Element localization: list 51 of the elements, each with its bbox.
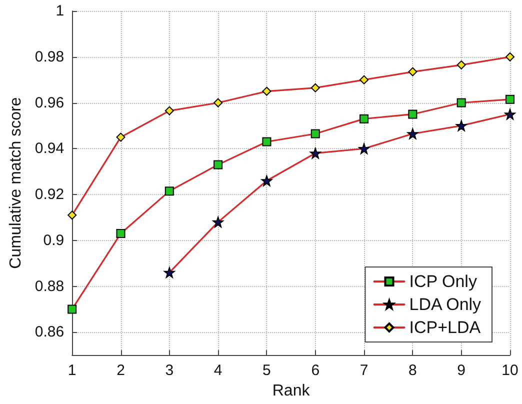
x-tick-label: 1	[68, 362, 76, 380]
point	[407, 128, 418, 140]
x-tick-label: 9	[457, 362, 466, 380]
point	[214, 98, 223, 108]
point	[360, 75, 369, 84]
x-tick-label: 8	[408, 362, 417, 380]
x-tick-label: 6	[311, 362, 320, 380]
point	[261, 175, 272, 186]
y-tick-label: 0.92	[34, 186, 64, 204]
point	[68, 210, 77, 220]
point	[456, 98, 466, 108]
point	[164, 267, 175, 278]
x-tick-label: 2	[116, 362, 125, 380]
point	[360, 114, 369, 124]
point	[506, 52, 514, 62]
x-tick-label: 3	[165, 362, 174, 380]
point	[358, 143, 370, 154]
y-tick-label: 0.86	[34, 324, 64, 341]
point	[212, 216, 224, 228]
point	[310, 83, 320, 92]
x-axis-title: Rank	[272, 382, 311, 400]
y-tick-label: 0.9	[43, 232, 64, 249]
x-tick-label: 7	[360, 362, 368, 380]
y-tick-label: 0.88	[34, 278, 64, 295]
point	[262, 137, 272, 146]
legend-label: ICP+LDA	[409, 318, 482, 337]
point	[164, 106, 174, 116]
x-tick-label: 10	[502, 362, 518, 380]
point	[164, 186, 174, 196]
y-tick-label: 0.96	[34, 94, 64, 112]
y-tick-label: 1	[56, 2, 64, 20]
x-tick-label: 5	[262, 362, 271, 380]
y-tick-label: 0.98	[34, 48, 64, 66]
point	[456, 120, 467, 132]
point	[116, 229, 126, 238]
point	[116, 132, 126, 142]
legend-label: LDA Only	[409, 295, 482, 314]
point	[408, 110, 418, 119]
point	[214, 160, 223, 170]
point	[262, 86, 272, 96]
point	[68, 304, 77, 314]
point	[310, 148, 321, 159]
x-tick-label: 4	[214, 362, 222, 380]
y-axis-title: Cumulative match score	[8, 97, 24, 269]
point	[310, 129, 320, 138]
point	[506, 94, 514, 104]
y-tick-label: 0.94	[34, 140, 64, 158]
point	[504, 108, 516, 120]
point	[408, 67, 418, 76]
legend-label: ICP Only	[409, 272, 478, 291]
point	[456, 60, 466, 70]
